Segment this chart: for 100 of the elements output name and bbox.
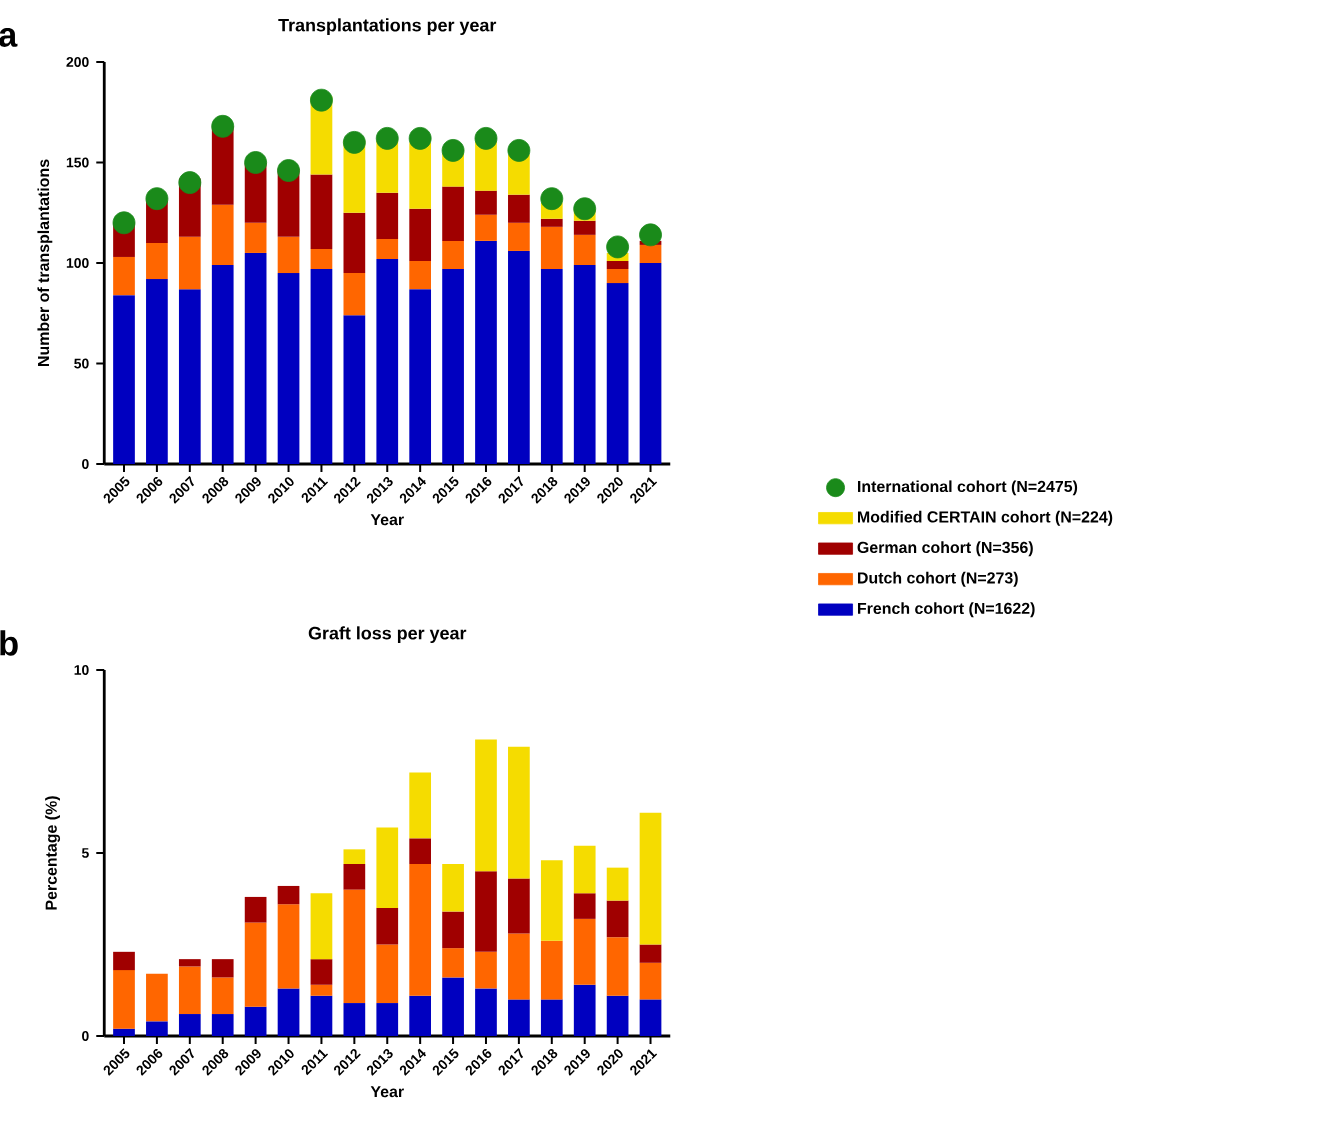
bar: [178, 236, 201, 290]
bar: [244, 252, 267, 464]
bar: [343, 849, 366, 864]
bar: [211, 204, 234, 265]
bar: [475, 739, 497, 872]
bar: [573, 893, 596, 919]
bar: [376, 907, 399, 945]
bar: [508, 222, 530, 251]
bar: [442, 911, 464, 949]
bar: [475, 190, 497, 215]
bar: [178, 1014, 201, 1036]
bar: [639, 812, 662, 945]
bar: [409, 863, 432, 996]
bar: [178, 289, 201, 464]
bar: [343, 212, 366, 274]
bar: [113, 951, 135, 971]
bar: [606, 900, 629, 938]
point: [342, 130, 366, 154]
bar: [573, 220, 596, 235]
bar: [277, 885, 300, 905]
bar: [277, 236, 300, 274]
bar: [508, 999, 530, 1036]
bar: [244, 922, 267, 1007]
point: [408, 126, 432, 150]
bar: [343, 1003, 366, 1036]
bar: [639, 262, 662, 464]
bar: [343, 863, 366, 890]
bar: [310, 959, 333, 985]
bar: [113, 295, 135, 464]
point: [573, 197, 597, 221]
point: [507, 139, 531, 162]
bar: [442, 977, 464, 1036]
bar: [606, 995, 629, 1036]
bar: [442, 948, 464, 978]
bar: [540, 940, 563, 1000]
bar: [573, 984, 596, 1036]
bar: [310, 248, 333, 270]
bar: [540, 999, 563, 1036]
bar: [639, 999, 662, 1036]
bar: [343, 315, 366, 464]
bar: [211, 1014, 234, 1036]
bar: [376, 192, 399, 239]
bar: [540, 226, 563, 270]
point: [244, 151, 268, 174]
point: [639, 223, 662, 247]
bar: [508, 746, 530, 879]
bar: [244, 1006, 267, 1036]
point: [540, 187, 564, 211]
point: [145, 187, 169, 211]
point: [606, 235, 630, 259]
bar: [113, 256, 135, 296]
bar: [211, 265, 234, 464]
bar: [409, 289, 432, 464]
bar: [409, 142, 432, 209]
bar: [277, 988, 300, 1036]
bar: [573, 265, 596, 464]
bar: [376, 944, 399, 1004]
bar: [475, 951, 497, 989]
bar: [475, 214, 497, 241]
bar: [244, 896, 267, 923]
bar: [178, 959, 201, 967]
bar: [540, 269, 563, 464]
bar: [475, 988, 497, 1036]
point: [474, 126, 498, 150]
chart-title: Transplantations per year: [278, 18, 497, 36]
bar: [310, 984, 333, 996]
bar: [310, 174, 333, 249]
bar: [146, 973, 168, 1022]
bar: [146, 279, 168, 464]
bar: [211, 959, 234, 978]
bar: [540, 860, 563, 941]
point: [310, 88, 333, 112]
bar: [277, 904, 300, 989]
bar: [409, 995, 432, 1036]
bar: [442, 240, 464, 270]
bar: [376, 238, 399, 259]
bar: [573, 918, 596, 985]
bar: [639, 944, 662, 963]
bar: [310, 893, 333, 960]
bar: [277, 273, 300, 464]
bar: [146, 242, 168, 280]
bar: [508, 933, 530, 1000]
chart-title: Graft loss per year: [308, 626, 467, 644]
bar: [508, 878, 530, 934]
bar: [442, 269, 464, 464]
bar: [573, 234, 596, 265]
bar: [606, 260, 629, 270]
bar: [409, 838, 432, 864]
point: [112, 211, 136, 235]
bar: [606, 867, 629, 901]
bar: [409, 208, 432, 261]
bar: [475, 871, 497, 952]
bar: [442, 863, 464, 912]
bar: [343, 273, 366, 316]
bar: [178, 966, 201, 1015]
point: [178, 171, 202, 194]
bar: [113, 1028, 135, 1036]
bar: [573, 845, 596, 894]
bar: [639, 962, 662, 1000]
bar: [508, 194, 530, 223]
